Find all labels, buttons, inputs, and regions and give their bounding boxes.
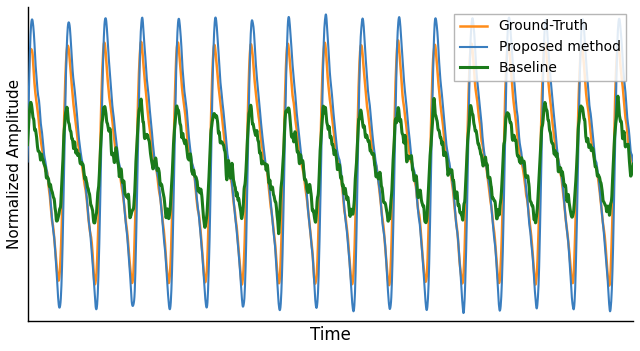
Ground-Truth: [629, 161, 637, 166]
Proposed method: [302, 183, 310, 187]
Ground-Truth: [500, 113, 508, 117]
Ground-Truth: [612, 68, 620, 72]
Baseline: [319, 119, 326, 123]
Baseline: [24, 143, 31, 147]
Ground-Truth: [605, 284, 613, 288]
Y-axis label: Normalized Amplitude: Normalized Amplitude: [7, 79, 22, 249]
Baseline: [54, 214, 62, 218]
Ground-Truth: [318, 87, 326, 91]
Ground-Truth: [54, 279, 62, 283]
Baseline: [612, 121, 620, 125]
Proposed method: [612, 106, 620, 110]
Line: Baseline: Baseline: [28, 96, 633, 234]
Baseline: [614, 94, 621, 98]
Proposed method: [501, 144, 509, 148]
Ground-Truth: [394, 38, 402, 42]
Proposed method: [322, 12, 330, 16]
Ground-Truth: [302, 190, 310, 194]
Proposed method: [54, 299, 62, 303]
Baseline: [500, 139, 508, 143]
Line: Proposed method: Proposed method: [28, 14, 633, 313]
Baseline: [275, 232, 282, 236]
Legend: Ground-Truth, Proposed method, Baseline: Ground-Truth, Proposed method, Baseline: [454, 14, 626, 81]
Ground-Truth: [24, 117, 31, 121]
Line: Ground-Truth: Ground-Truth: [28, 40, 633, 286]
Proposed method: [318, 118, 326, 122]
Baseline: [302, 180, 310, 184]
Proposed method: [612, 91, 620, 95]
Proposed method: [629, 161, 637, 165]
X-axis label: Time: Time: [310, 326, 351, 344]
Baseline: [629, 162, 637, 166]
Baseline: [612, 124, 620, 128]
Proposed method: [460, 311, 467, 315]
Proposed method: [24, 159, 31, 164]
Ground-Truth: [612, 75, 620, 80]
